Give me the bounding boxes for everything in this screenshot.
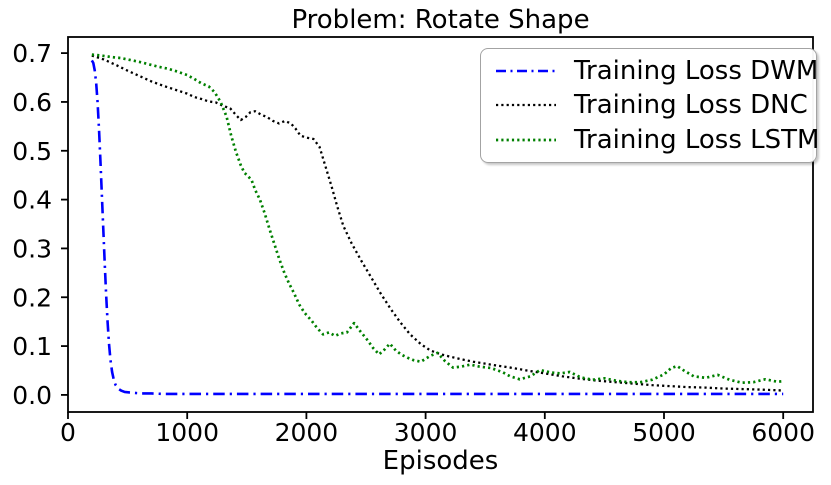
legend: Training Loss DWM Training Loss DNC Trai…	[480, 48, 819, 163]
chart-title: Problem: Rotate Shape	[291, 5, 590, 35]
plot-border	[67, 36, 814, 413]
x-tick-label: 0	[60, 418, 76, 447]
series-line-0	[90, 59, 784, 396]
x-axis-label: Episodes	[382, 446, 499, 476]
series-group	[90, 53, 784, 396]
x-tick-label: 1000	[155, 418, 219, 447]
legend-label-lstm: Training Loss LSTM	[574, 124, 820, 155]
x-tick-label: 4000	[513, 418, 577, 447]
legend-item-lstm: Training Loss LSTM	[493, 123, 819, 157]
y-tick-label: 0.2	[12, 283, 52, 312]
legend-label-dwm: Training Loss DWM	[574, 56, 819, 87]
y-tick-label: 0.1	[12, 332, 52, 361]
y-tick-label: 0.0	[12, 381, 52, 410]
y-tick-label: 0.4	[12, 186, 52, 215]
y-tick-label: 0.5	[12, 137, 52, 166]
dwm-line-sample-icon	[496, 69, 556, 73]
y-tick-label: 0.3	[12, 234, 52, 263]
legend-item-dwm: Training Loss DWM	[493, 54, 818, 88]
x-tick-label: 3000	[394, 418, 458, 447]
lstm-line-sample-icon	[496, 138, 556, 142]
dnc-line-sample-icon	[496, 104, 556, 107]
y-tick-label: 0.7	[12, 39, 52, 68]
x-tick-label: 6000	[751, 418, 815, 447]
legend-label-dnc: Training Loss DNC	[574, 90, 808, 121]
series-line-2	[91, 53, 784, 385]
x-tick-label: 5000	[632, 418, 696, 447]
y-tick-label: 0.6	[12, 88, 52, 117]
legend-item-dnc: Training Loss DNC	[493, 88, 808, 122]
x-tick-label: 2000	[275, 418, 339, 447]
